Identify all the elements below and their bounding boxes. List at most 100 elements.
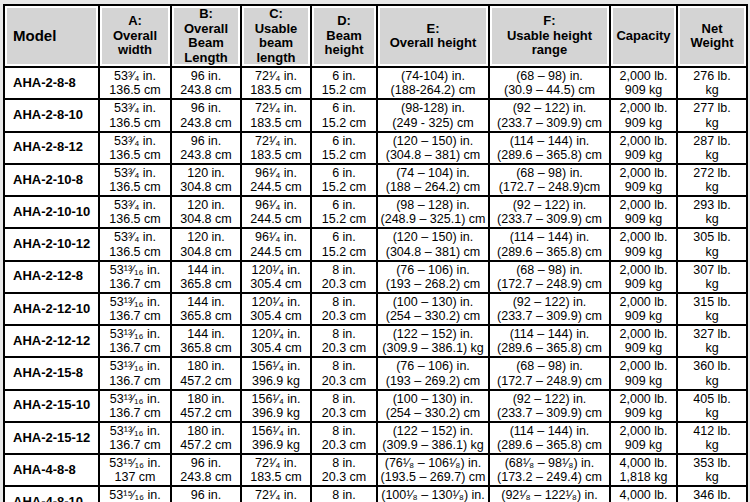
usable-beam-length-cell: 156¹⁄₄ in. 396.9 kg — [241, 422, 311, 454]
table-row: AHA-2-8-1053³⁄₄ in. 136.5 cm96 in. 243.8… — [4, 99, 747, 131]
col-header-usable-height-range: F: Usable height range — [489, 5, 610, 67]
table-row: AHA-2-15-853¹³⁄₁₆ in. 136.7 cm180 in. 45… — [4, 357, 747, 389]
usable-height-range-cell: (68 – 98) in. (172.7 – 248.9) cm — [489, 261, 610, 293]
usable-beam-length-cell: 72¹⁄₄ in. 183.5 cm — [241, 99, 311, 131]
usable-beam-length-cell: 120¹⁄₄ in. 305.4 cm — [241, 261, 311, 293]
usable-beam-length-cell: 120¹⁄₄ in. 305.4 cm — [241, 325, 311, 357]
overall-height-cell: (120 – 150) in. (304.8 – 381) cm — [377, 228, 489, 260]
usable-height-range-cell: (114 – 144) in. (289.6 – 365.8) cm — [489, 325, 610, 357]
table-row: AHA-2-15-1053¹³⁄₁₆ in. 136.7 cm180 in. 4… — [4, 390, 747, 422]
beam-height-cell: 6 in. 15.2 cm — [311, 196, 377, 228]
usable-beam-length-cell: 120¹⁄₄ in. 305.4 cm — [241, 293, 311, 325]
usable-height-range-cell: (92 – 122) in. (233.7 – 309.9) cm — [489, 390, 610, 422]
net-weight-cell: 346 lb. kg — [677, 486, 747, 502]
beam-height-cell: 6 in. 15.2 cm — [311, 67, 377, 99]
model-cell: AHA-2-15-10 — [4, 390, 99, 422]
overall-beam-length-cell: 96 in. 243.8 cm — [171, 486, 241, 502]
usable-height-range-cell: (114 – 144) in. (289.6 – 365.8) cm — [489, 228, 610, 260]
net-weight-cell: 353 lb. kg — [677, 454, 747, 486]
net-weight-cell: 315 lb. kg — [677, 293, 747, 325]
overall-beam-length-cell: 144 in. 365.8 cm — [171, 293, 241, 325]
model-cell: AHA-2-15-12 — [4, 422, 99, 454]
overall-width-cell: 53¹³⁄₁₆ in. 136.7 cm — [99, 390, 171, 422]
overall-height-cell: (100 – 130) in. (254 – 330.2) cm — [377, 390, 489, 422]
overall-width-cell: 53¹³⁄₁₆ in. 136.7 cm — [99, 261, 171, 293]
overall-width-cell: 53¹³⁄₁₆ in. 136.7 cm — [99, 293, 171, 325]
usable-height-range-cell: (68 – 98) in. (30.9 – 44.5) cm — [489, 67, 610, 99]
usable-beam-length-cell: 72¹⁄₄ in. 183.5 cm — [241, 454, 311, 486]
table-row: AHA-2-8-1253³⁄₄ in. 136.5 cm96 in. 243.8… — [4, 132, 747, 164]
table-row: AHA-2-15-1253¹³⁄₁₆ in. 136.7 cm180 in. 4… — [4, 422, 747, 454]
usable-height-range-cell: (68 – 98) in. (172.7 – 248.9) cm — [489, 357, 610, 389]
model-cell: AHA-2-8-12 — [4, 132, 99, 164]
net-weight-cell: 277 lb. kg — [677, 99, 747, 131]
usable-beam-length-cell: 96¹⁄₄ in. 244.5 cm — [241, 228, 311, 260]
overall-beam-length-cell: 180 in. 457.2 cm — [171, 422, 241, 454]
model-cell: AHA-2-8-8 — [4, 67, 99, 99]
overall-beam-length-cell: 144 in. 365.8 cm — [171, 325, 241, 357]
model-cell: AHA-2-15-8 — [4, 357, 99, 389]
net-weight-cell: 412 lb. kg — [677, 422, 747, 454]
overall-height-cell: (100¹⁄₈ – 130¹⁄₈) in. (254.3 – 330.5) cm — [377, 486, 489, 502]
usable-height-range-cell: (68 – 98) in. (172.7 – 248.9)cm — [489, 164, 610, 196]
overall-height-cell: (98 – 128) in. (248.9 – 325.1) cm — [377, 196, 489, 228]
usable-height-range-cell: (92¹⁄₈ – 122¹⁄₈) in. (234 – 310.2) cm — [489, 486, 610, 502]
overall-beam-length-cell: 96 in. 243.8 cm — [171, 99, 241, 131]
model-cell: AHA-2-10-10 — [4, 196, 99, 228]
capacity-cell: 2,000 lb. 909 kg — [610, 261, 677, 293]
usable-beam-length-cell: 72¹⁄₄ in. 183.5 cm — [241, 486, 311, 502]
overall-height-cell: (74-104) in. (188-264.2) cm — [377, 67, 489, 99]
capacity-cell: 4,000 lb. 1,818 kg — [610, 486, 677, 502]
usable-beam-length-cell: 72¹⁄₄ in. 183.5 cm — [241, 67, 311, 99]
beam-height-cell: 6 in. 15.2 cm — [311, 228, 377, 260]
model-cell: AHA-2-12-10 — [4, 293, 99, 325]
beam-height-cell: 6 in. 15.2 cm — [311, 99, 377, 131]
overall-beam-length-cell: 180 in. 457.2 cm — [171, 390, 241, 422]
overall-height-cell: (76 – 106) in. (193 – 269.2) cm — [377, 357, 489, 389]
capacity-cell: 2,000 lb. 909 kg — [610, 390, 677, 422]
net-weight-cell: 307 lb. kg — [677, 261, 747, 293]
table-row: AHA-2-10-1053³⁄₄ in. 136.5 cm120 in. 304… — [4, 196, 747, 228]
overall-width-cell: 53¹⁵⁄₁₆ in. 137 cm — [99, 454, 171, 486]
net-weight-cell: 276 lb. kg — [677, 67, 747, 99]
usable-beam-length-cell: 156¹⁄₄ in. 396.9 kg — [241, 390, 311, 422]
beam-height-cell: 8 in. 20.3 cm — [311, 261, 377, 293]
table-row: AHA-2-10-853³⁄₄ in. 136.5 cm120 in. 304.… — [4, 164, 747, 196]
col-header-overall-width: A: Overall width — [99, 5, 171, 67]
overall-width-cell: 53³⁄₄ in. 136.5 cm — [99, 196, 171, 228]
beam-height-cell: 8 in. 20.3 cm — [311, 422, 377, 454]
table-row: AHA-4-8-1053¹⁵⁄₁₆ in. 137 cm96 in. 243.8… — [4, 486, 747, 502]
table-row: AHA-2-8-853³⁄₄ in. 136.5 cm96 in. 243.8 … — [4, 67, 747, 99]
col-header-capacity: Capacity — [610, 5, 677, 67]
overall-height-cell: (100 – 130) in. (254 – 330.2) cm — [377, 293, 489, 325]
overall-beam-length-cell: 120 in. 304.8 cm — [171, 164, 241, 196]
spec-table-body: AHA-2-8-853³⁄₄ in. 136.5 cm96 in. 243.8 … — [4, 67, 747, 502]
beam-height-cell: 8 in. 20.3 cm — [311, 357, 377, 389]
overall-beam-length-cell: 96 in. 243.8 cm — [171, 454, 241, 486]
usable-beam-length-cell: 72¹⁄₄ in. 183.5 cm — [241, 132, 311, 164]
model-cell: AHA-2-12-12 — [4, 325, 99, 357]
overall-height-cell: (74 – 104) in. (188 – 264.2) cm — [377, 164, 489, 196]
overall-width-cell: 53³⁄₄ in. 136.5 cm — [99, 164, 171, 196]
spec-table: Model A: Overall widthB: Overall Beam Le… — [3, 4, 748, 502]
capacity-cell: 2,000 lb. 909 kg — [610, 357, 677, 389]
usable-beam-length-cell: 96¹⁄₄ in. 244.5 cm — [241, 196, 311, 228]
overall-beam-length-cell: 96 in. 243.8 cm — [171, 132, 241, 164]
capacity-cell: 2,000 lb. 909 kg — [610, 99, 677, 131]
net-weight-cell: 305 lb. kg — [677, 228, 747, 260]
beam-height-cell: 8 in. 20.3 cm — [311, 454, 377, 486]
overall-width-cell: 53¹³⁄₁₆ in. 136.7 cm — [99, 357, 171, 389]
beam-height-cell: 8 in. 20.3 cm — [311, 325, 377, 357]
col-header-model: Model — [4, 5, 99, 67]
table-row: AHA-2-12-1053¹³⁄₁₆ in. 136.7 cm144 in. 3… — [4, 293, 747, 325]
model-cell: AHA-2-10-8 — [4, 164, 99, 196]
capacity-cell: 2,000 lb. 909 kg — [610, 422, 677, 454]
overall-height-cell: (122 – 152) in. (309.9 – 386.1) kg — [377, 422, 489, 454]
capacity-cell: 2,000 lb. 909 kg — [610, 67, 677, 99]
model-cell: AHA-2-8-10 — [4, 99, 99, 131]
beam-height-cell: 8 in. 20.3 cm — [311, 293, 377, 325]
beam-height-cell: 6 in. 15.2 cm — [311, 132, 377, 164]
capacity-cell: 2,000 lb. 909 kg — [610, 325, 677, 357]
overall-height-cell: (76 – 106) in. (193 – 268.2) cm — [377, 261, 489, 293]
overall-beam-length-cell: 120 in. 304.8 cm — [171, 228, 241, 260]
